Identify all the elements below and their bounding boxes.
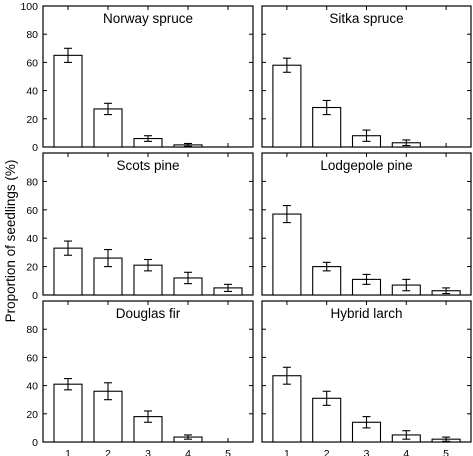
- panel-title: Norway spruce: [103, 11, 193, 26]
- x-tick-label: 5: [443, 448, 449, 456]
- panel-3: Scots pine 0 20 40 60 80: [26, 152, 254, 302]
- y-tick-label: 80: [26, 176, 38, 188]
- bar: [312, 106, 342, 148]
- y-tick-label: 20: [26, 114, 38, 126]
- y-tick-label: 0: [32, 142, 38, 154]
- y-tick-label: 40: [26, 233, 38, 245]
- panel-2: Sitka spruce: [261, 5, 472, 148]
- y-tick-label: 0: [32, 437, 38, 449]
- y-tick-label: 20: [26, 409, 38, 421]
- panel-4: Lodgepole pine: [261, 152, 472, 296]
- x-tick-label: 3: [364, 448, 370, 456]
- bar: [53, 247, 83, 296]
- panel-title: Scots pine: [116, 158, 179, 173]
- x-tick-label: 1: [284, 448, 290, 456]
- x-tick-label: 4: [185, 448, 191, 456]
- y-tick-label: 80: [26, 29, 38, 41]
- x-tick-label: 1: [65, 448, 71, 456]
- panel-1: Norway spruce 0 20 40 60 80 100: [20, 1, 254, 154]
- y-tick-label: 20: [26, 262, 38, 274]
- bar: [272, 213, 302, 296]
- bar: [53, 383, 83, 443]
- bar: [272, 375, 302, 443]
- x-tick-label: 4: [403, 448, 409, 456]
- y-tick-label: 80: [26, 324, 38, 336]
- panel-title: Lodgepole pine: [320, 158, 412, 173]
- bar: [272, 64, 302, 148]
- y-tick-label: 40: [26, 381, 38, 393]
- y-tick-label: 60: [26, 205, 38, 217]
- y-axis-label: Proportion of seedlings (%): [3, 160, 18, 323]
- panel-title: Hybrid larch: [330, 306, 402, 321]
- x-tick-label: 3: [145, 448, 151, 456]
- bar: [53, 54, 83, 148]
- y-tick-label: 60: [26, 57, 38, 69]
- y-tick-label: 0: [32, 290, 38, 302]
- panel-6: Hybrid larch 1 2 3 4 5: [261, 300, 472, 456]
- x-tick-label: 5: [225, 448, 231, 456]
- panel-title: Sitka spruce: [329, 11, 403, 26]
- x-tick-label: 2: [324, 448, 330, 456]
- x-tick-label: 2: [105, 448, 111, 456]
- panel-5: Douglas fir 0 20 40 60 80 1 2 3 4 5: [26, 300, 254, 456]
- y-tick-label: 60: [26, 352, 38, 364]
- panel-title: Douglas fir: [116, 306, 181, 321]
- y-tick-label: 100: [20, 1, 38, 13]
- y-tick-label: 40: [26, 86, 38, 98]
